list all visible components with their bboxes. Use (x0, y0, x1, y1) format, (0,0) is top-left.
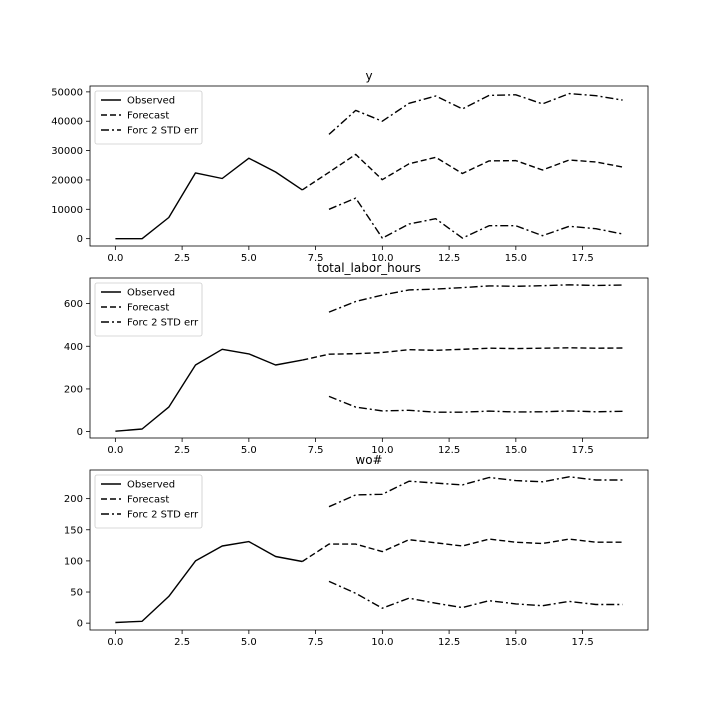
y-tick-label: 50 (70, 588, 83, 599)
legend: Observed Forecast Forc 2 STD err (94, 474, 203, 529)
series-line-forc-2-std-err (328, 92, 623, 135)
axes-frame (89, 85, 649, 247)
subplot-title: wo# (355, 453, 382, 467)
x-tick-label: 15.0 (505, 445, 527, 456)
axes-frame (89, 277, 649, 439)
y-tick-label: 150 (64, 525, 83, 536)
series-line-lower-std-err (328, 580, 623, 609)
series-line-forc-2-std-err (328, 476, 623, 508)
series-line-observed (115, 540, 303, 624)
x-tick-label: 10.0 (371, 253, 393, 264)
legend-box (94, 474, 203, 529)
x-tick-label: 17.5 (571, 637, 593, 648)
y-tick-label: 100 (64, 556, 83, 567)
x-tick-label: 12.5 (438, 253, 460, 264)
subplot-title: total_labor_hours (317, 261, 421, 275)
x-tick-label: 10.0 (371, 637, 393, 648)
x-tick-label: 15.0 (505, 253, 527, 264)
y-tick-label: 10000 (51, 205, 83, 216)
series-line-observed (115, 348, 303, 432)
y-tick-label: 40000 (51, 117, 83, 128)
x-tick-label: 10.0 (371, 445, 393, 456)
y-tick-label: 0 (77, 234, 83, 245)
series-line-forecast (301, 538, 623, 563)
legend-entry: Observed (127, 480, 175, 491)
x-tick-label: 0.0 (107, 253, 123, 264)
legend-entry: Forc 2 STD err (127, 510, 199, 521)
y-tick-label: 20000 (51, 175, 83, 186)
legend-box (94, 90, 203, 145)
y-tick-label: 200 (64, 494, 83, 505)
legend-entry: Forecast (127, 111, 169, 122)
x-tick-label: 0.0 (107, 637, 123, 648)
x-tick-label: 2.5 (174, 253, 190, 264)
legend-entry: Forc 2 STD err (127, 318, 199, 329)
series-line-forecast (301, 153, 623, 191)
y-tick-label: 600 (64, 299, 83, 310)
x-tick-label: 5.0 (241, 637, 257, 648)
x-tick-label: 5.0 (241, 445, 257, 456)
subplot-1: y 0.0 2.5 5.0 7.5 10.0 12.5 15.0 17.5 0 10000 20000… (51, 69, 649, 264)
legend-entry: Forecast (127, 495, 169, 506)
subplot-2: total_labor_hours 0.0 2.5 5.0 7.5 10.0 12.5 15.… (64, 261, 649, 456)
x-tick-label: 2.5 (174, 637, 190, 648)
legend-entry: Forc 2 STD err (127, 126, 199, 137)
y-tick-label: 0 (77, 427, 83, 438)
legend: Observed Forecast Forc 2 STD err (94, 282, 203, 337)
legend: Observed Forecast Forc 2 STD err (94, 90, 203, 145)
series-line-forc-2-std-err (328, 284, 623, 313)
legend-entry: Observed (127, 96, 175, 107)
y-tick-label: 0 (77, 619, 83, 630)
y-tick-label: 50000 (51, 87, 83, 98)
subplot-3: wo# 0.0 2.5 5.0 7.5 10.0 12.5 15.0 17.5 0 50 100 150… (64, 453, 649, 648)
x-tick-label: 12.5 (438, 445, 460, 456)
x-tick-label: 17.5 (571, 445, 593, 456)
x-tick-label: 0.0 (107, 445, 123, 456)
x-tick-label: 2.5 (174, 445, 190, 456)
x-tick-label: 7.5 (308, 253, 324, 264)
x-tick-label: 15.0 (505, 637, 527, 648)
y-tick-label: 400 (64, 342, 83, 353)
series-line-observed (115, 157, 303, 240)
x-tick-label: 17.5 (571, 253, 593, 264)
axes-frame (89, 469, 649, 631)
series-line-forecast (302, 347, 623, 361)
series-line-lower-std-err (328, 197, 623, 239)
x-tick-label: 7.5 (308, 637, 324, 648)
legend-box (94, 282, 203, 337)
series-line-lower-std-err (328, 395, 623, 413)
y-tick-label: 200 (64, 384, 83, 395)
x-tick-label: 7.5 (308, 445, 324, 456)
y-tick-label: 30000 (51, 146, 83, 157)
x-tick-label: 5.0 (241, 253, 257, 264)
legend-entry: Observed (127, 288, 175, 299)
subplot-title: y (365, 69, 372, 83)
x-tick-label: 12.5 (438, 637, 460, 648)
legend-entry: Forecast (127, 303, 169, 314)
